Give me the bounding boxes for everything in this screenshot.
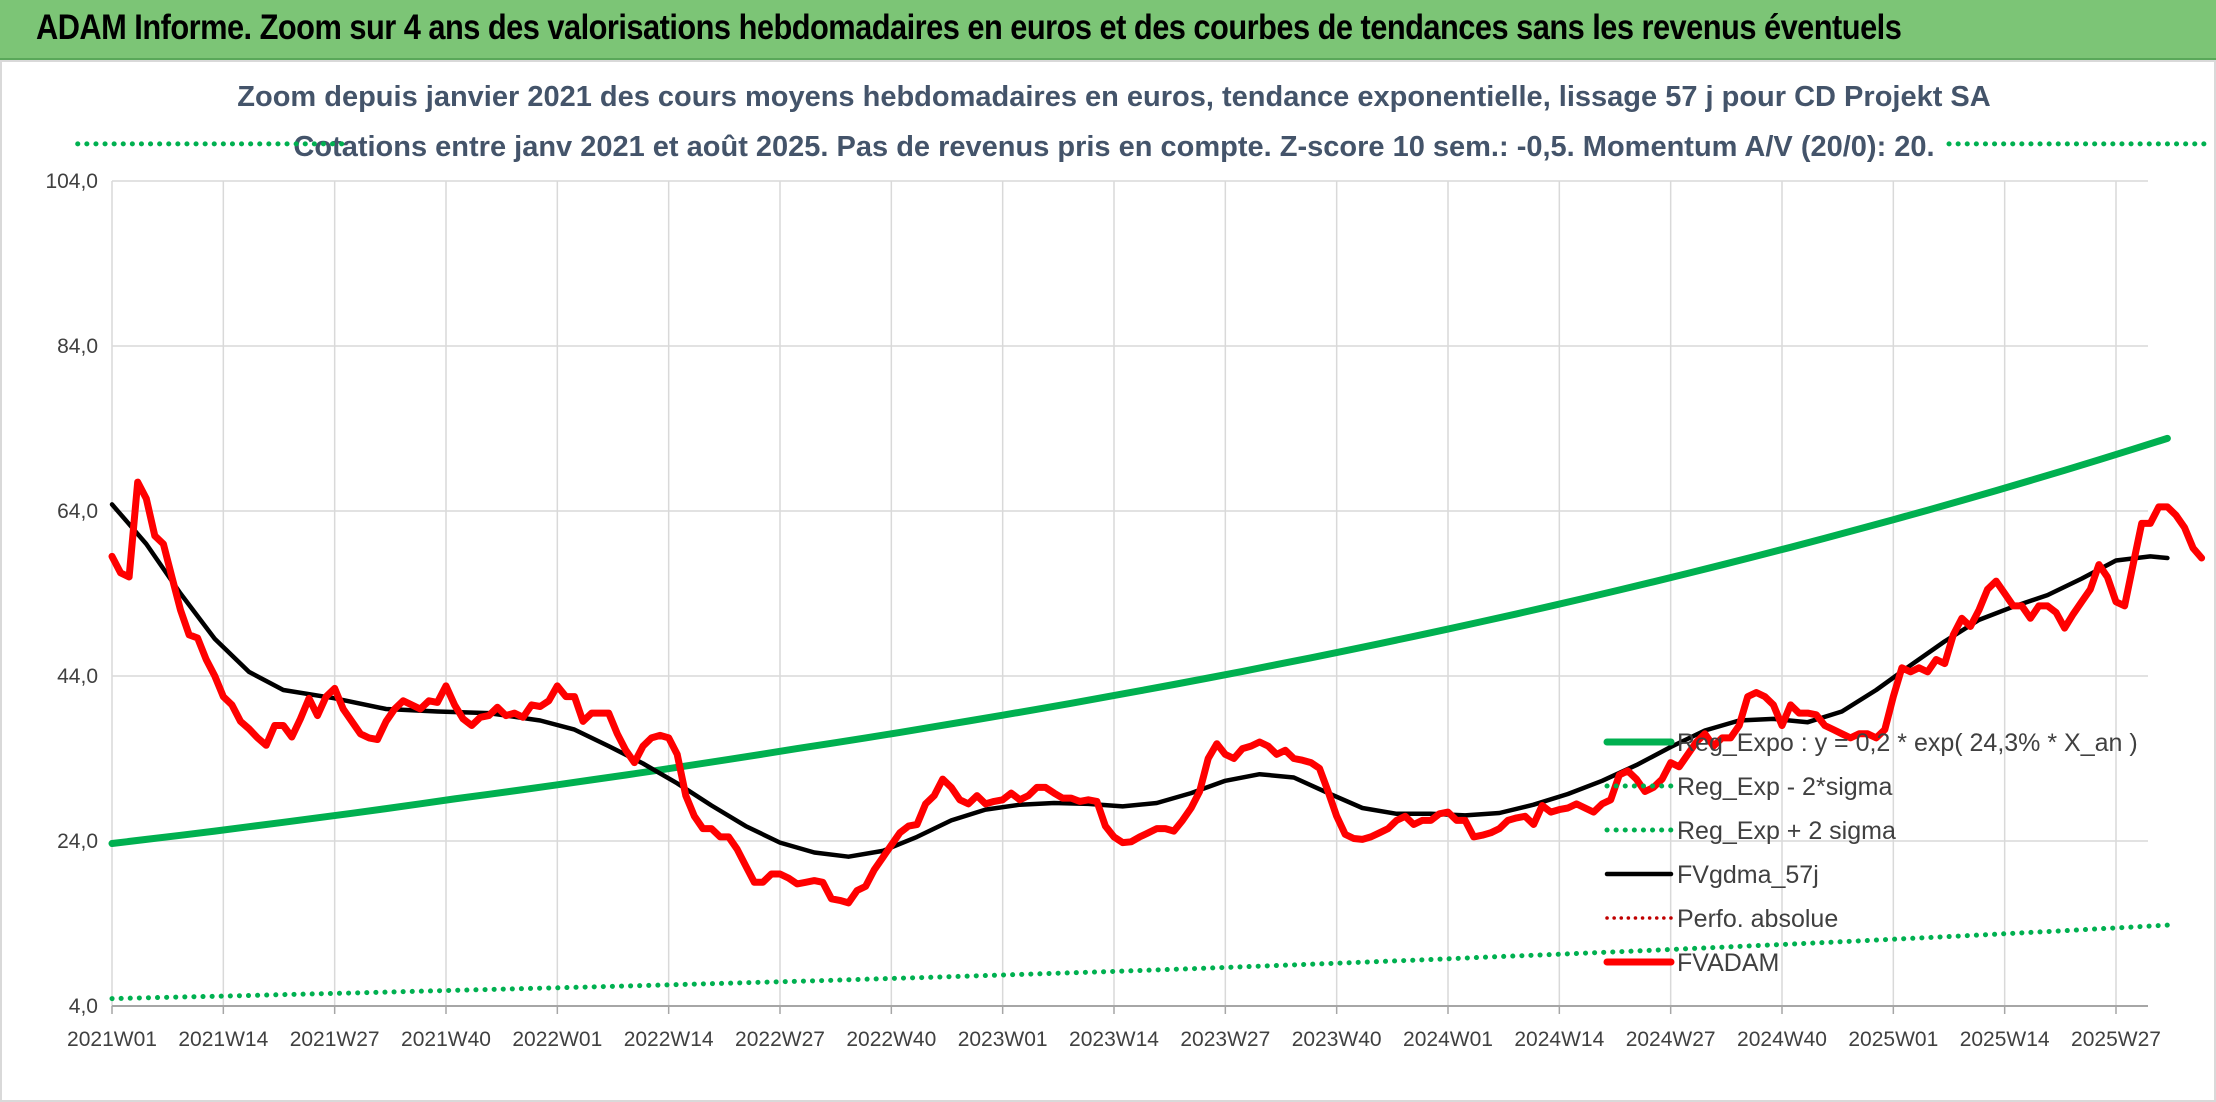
report-title: ADAM Informe. Zoom sur 4 ans des valoris… bbox=[36, 8, 1902, 47]
y-tick-label: 84,0 bbox=[57, 335, 98, 358]
legend-label: FVADAM bbox=[1677, 949, 1779, 977]
x-tick-label: 2024W14 bbox=[1514, 1028, 1604, 1051]
x-axis: 2021W01 2021W14 2021W27 2021W40 2022W01 2022W… bbox=[67, 1005, 2161, 1051]
series-line-fvadam bbox=[108, 478, 2206, 907]
legend-label: Reg_Exp - 2*sigma bbox=[1677, 773, 1892, 801]
x-tick-label: 2023W40 bbox=[1292, 1028, 1382, 1051]
legend-label: FVgdma_57j bbox=[1677, 861, 1819, 889]
series-line-reg-exp-2-sigma bbox=[109, 922, 2170, 1002]
series-line-reg-expo-y-0-2-exp-24-3-x-an bbox=[108, 434, 2171, 847]
x-tick-label: 2021W27 bbox=[290, 1028, 380, 1051]
x-tick-label: 2025W01 bbox=[1848, 1028, 1938, 1051]
x-tick-label: 2024W01 bbox=[1403, 1028, 1493, 1051]
legend-label: Reg_Expo : y = 0,2 * exp( 24,3% * X_an ) bbox=[1677, 729, 2138, 757]
x-tick-label: 2022W27 bbox=[735, 1028, 825, 1051]
x-tick-label: 2023W27 bbox=[1180, 1028, 1270, 1051]
x-tick-label: 2021W01 bbox=[67, 1028, 157, 1051]
chart-grid bbox=[111, 180, 2148, 1007]
x-tick-label: 2021W40 bbox=[401, 1028, 491, 1051]
y-tick-label: 44,0 bbox=[57, 665, 98, 688]
chart-subtitle-line-1: Zoom depuis janvier 2021 des cours moyen… bbox=[237, 81, 1991, 113]
x-tick-label: 2025W27 bbox=[2071, 1028, 2161, 1051]
y-tick-label: 64,0 bbox=[57, 500, 98, 523]
x-tick-label: 2022W14 bbox=[624, 1028, 714, 1051]
x-tick-label: 2024W40 bbox=[1737, 1028, 1827, 1051]
x-tick-label: 2023W01 bbox=[958, 1028, 1048, 1051]
chart-series bbox=[75, 141, 2213, 1002]
chart-frame: Zoom depuis janvier 2021 des cours moyen… bbox=[0, 60, 2216, 1102]
legend-label: Perfo. absolue bbox=[1677, 905, 1838, 933]
y-axis: 4,0 24,0 44,0 64,0 84,0 104,0 bbox=[45, 170, 98, 1018]
legend-label: Reg_Exp + 2 sigma bbox=[1677, 817, 1896, 845]
x-tick-label: 2022W40 bbox=[846, 1028, 936, 1051]
chart-legend: Reg_Expo : y = 0,2 * exp( 24,3% * X_an )… bbox=[1603, 729, 2138, 977]
y-tick-label: 24,0 bbox=[57, 830, 98, 853]
x-tick-label: 2021W14 bbox=[178, 1028, 268, 1051]
header-banner: ADAM Informe. Zoom sur 4 ans des valoris… bbox=[0, 0, 2216, 60]
x-tick-label: 2022W01 bbox=[512, 1028, 602, 1051]
x-tick-label: 2023W14 bbox=[1069, 1028, 1159, 1051]
x-tick-label: 2024W27 bbox=[1626, 1028, 1716, 1051]
x-tick-label: 2025W14 bbox=[1960, 1028, 2050, 1051]
y-tick-label: 104,0 bbox=[45, 170, 98, 193]
line-chart: Zoom depuis janvier 2021 des cours moyen… bbox=[45, 81, 2213, 1051]
y-tick-label: 4,0 bbox=[69, 995, 98, 1018]
chart-subtitle-line-2: Cotations entre janv 2021 et août 2025. … bbox=[293, 131, 1934, 163]
